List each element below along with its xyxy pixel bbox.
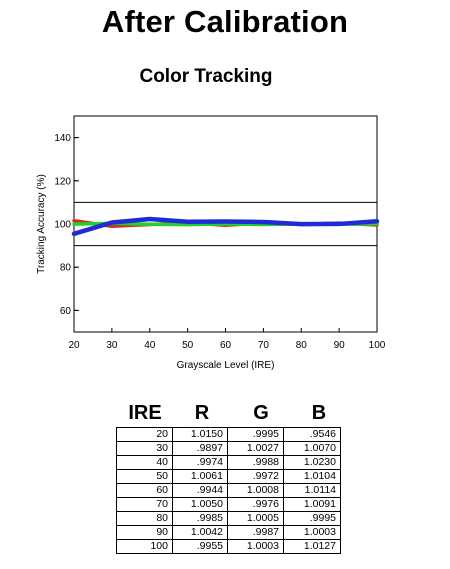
color-tracking-chart: 60 80 100 120 140 20 30 40 50 60 70 80 90 100 Grayscal… bbox=[36, 115, 386, 371]
g-cell: 1.0005 bbox=[227, 511, 284, 526]
g-cell: .9995 bbox=[227, 427, 284, 442]
g-cell: 1.0027 bbox=[227, 441, 284, 456]
x-axis-title: Grayscale Level (IRE) bbox=[177, 360, 275, 371]
b-cell: 1.0127 bbox=[283, 539, 341, 554]
table-row: 100.9955 1.0003 1.0127 bbox=[116, 539, 341, 554]
r-cell: .9944 bbox=[172, 483, 228, 498]
header-g: G bbox=[253, 402, 269, 424]
b-cell: 1.0091 bbox=[283, 497, 341, 512]
g-cell: .9988 bbox=[227, 455, 284, 470]
ire-cell: 50 bbox=[116, 469, 173, 484]
y-tick-label: 120 bbox=[54, 176, 71, 187]
y-tick-label: 100 bbox=[54, 220, 71, 231]
table-header: IRE R G B bbox=[0, 402, 450, 428]
b-cell: 1.0104 bbox=[283, 469, 341, 484]
calibration-table: 20 1.0150.9995.9546 30.9897 1.0027 1.0070 40.… bbox=[116, 427, 341, 554]
g-cell: .9976 bbox=[227, 497, 284, 512]
y-tick-label: 80 bbox=[60, 263, 72, 274]
table-row: 20 1.0150.9995.9546 bbox=[116, 427, 341, 442]
ire-cell: 40 bbox=[116, 455, 173, 470]
y-tick-label: 60 bbox=[60, 306, 72, 317]
ire-cell: 100 bbox=[116, 539, 173, 554]
table-row: 70 1.0050.9976 1.0091 bbox=[116, 497, 341, 512]
b-cell: .9546 bbox=[283, 427, 341, 442]
table-row: 50 1.0061.9972 1.0104 bbox=[116, 469, 341, 484]
r-cell: .9897 bbox=[172, 441, 228, 456]
b-cell: 1.0114 bbox=[283, 483, 341, 498]
y-tick-label: 140 bbox=[54, 133, 71, 144]
header-ire: IRE bbox=[128, 402, 162, 424]
ire-cell: 30 bbox=[116, 441, 173, 456]
g-cell: 1.0003 bbox=[227, 539, 284, 554]
chart-title: Color Tracking bbox=[139, 66, 273, 87]
page-title: After Calibration bbox=[101, 4, 349, 39]
table-row: 80.9985 1.0005.9995 bbox=[116, 511, 341, 526]
series-line bbox=[71, 216, 380, 237]
x-tick-label: 50 bbox=[182, 340, 194, 351]
x-tick-label: 30 bbox=[106, 340, 118, 351]
table-row: 90 1.0042.9987 1.0003 bbox=[116, 525, 341, 540]
r-cell: .9955 bbox=[172, 539, 228, 554]
r-cell: 1.0042 bbox=[172, 525, 228, 540]
r-cell: 1.0061 bbox=[172, 469, 228, 484]
header-r: R bbox=[194, 402, 210, 424]
table-row: 30.9897 1.0027 1.0070 bbox=[116, 441, 341, 456]
r-cell: 1.0150 bbox=[172, 427, 228, 442]
x-tick-label: 40 bbox=[144, 340, 156, 351]
header-b: B bbox=[311, 402, 327, 424]
table-row: 60.9944 1.0008 1.0114 bbox=[116, 483, 341, 498]
g-cell: .9972 bbox=[227, 469, 284, 484]
x-tick-label: 100 bbox=[369, 340, 386, 351]
x-tick-label: 90 bbox=[334, 340, 346, 351]
ire-cell: 80 bbox=[116, 511, 173, 526]
r-cell: .9985 bbox=[172, 511, 228, 526]
r-cell: .9974 bbox=[172, 455, 228, 470]
b-cell: 1.0003 bbox=[283, 525, 341, 540]
x-tick-label: 80 bbox=[296, 340, 308, 351]
g-cell: 1.0008 bbox=[227, 483, 284, 498]
ire-cell: 90 bbox=[116, 525, 173, 540]
b-cell: 1.0070 bbox=[283, 441, 341, 456]
r-cell: 1.0050 bbox=[172, 497, 228, 512]
ire-cell: 20 bbox=[116, 427, 173, 442]
g-cell: .9987 bbox=[227, 525, 284, 540]
ire-cell: 70 bbox=[116, 497, 173, 512]
ire-cell: 60 bbox=[116, 483, 173, 498]
x-tick-label: 70 bbox=[258, 340, 270, 351]
y-axis-title: Tracking Accuracy (%) bbox=[36, 174, 47, 274]
table-row: 40.9974.9988 1.0230 bbox=[116, 455, 341, 470]
x-tick-label: 20 bbox=[68, 340, 80, 351]
x-tick-label: 60 bbox=[220, 340, 232, 351]
b-cell: 1.0230 bbox=[283, 455, 341, 470]
b-cell: .9995 bbox=[283, 511, 341, 526]
